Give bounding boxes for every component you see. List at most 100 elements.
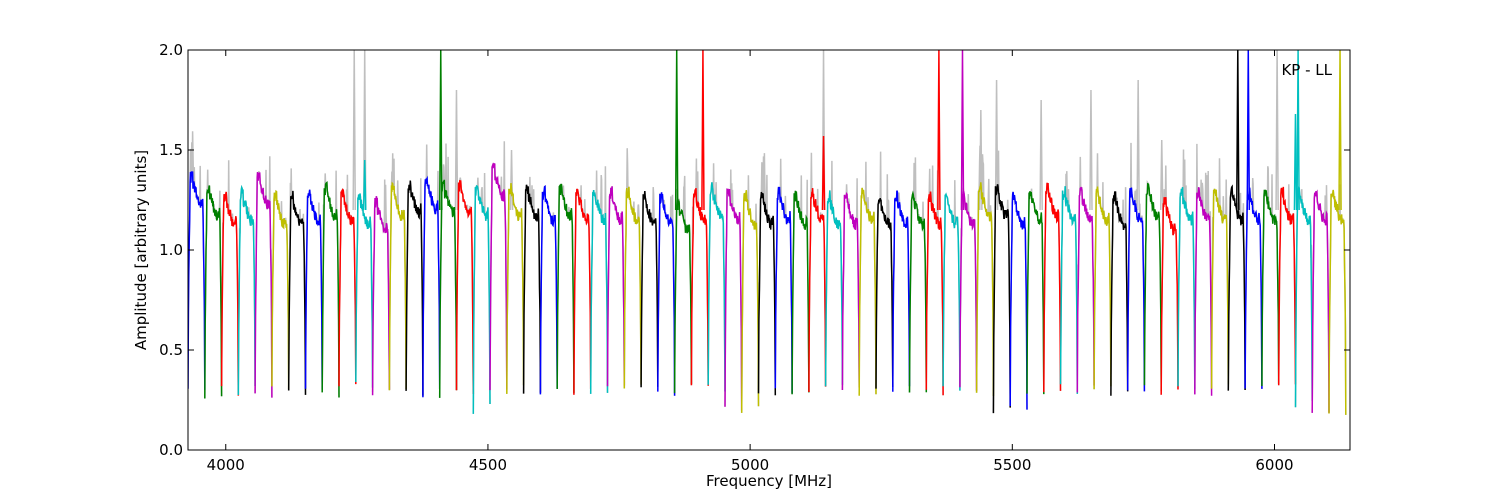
channel-line-27 <box>640 191 659 388</box>
spike-0 <box>352 50 357 211</box>
channel-line-67 <box>1311 189 1330 413</box>
channel-line-14 <box>422 175 441 398</box>
channel-line-17 <box>472 185 491 414</box>
channel-line-64 <box>1261 189 1280 387</box>
channel-line-11 <box>371 196 391 396</box>
baseline-label: KP - LL <box>1281 61 1332 79</box>
channel-line-62 <box>1227 184 1246 391</box>
channel-line-47 <box>975 182 995 397</box>
channel-line-2 <box>220 191 240 396</box>
channel-line-23 <box>573 188 592 395</box>
raw-spectrum-layer <box>188 50 1347 415</box>
spike-13 <box>994 79 999 211</box>
x-tick-label: 5000 <box>731 456 769 474</box>
spike-18 <box>1235 50 1240 211</box>
spike-11 <box>960 50 965 211</box>
spike-22 <box>1296 50 1300 211</box>
spike-12 <box>979 109 983 211</box>
channel-line-7 <box>304 189 323 390</box>
y-tick-label: 0.5 <box>159 341 183 359</box>
channel-line-57 <box>1143 182 1162 392</box>
channel-line-12 <box>388 181 407 391</box>
spike-14 <box>1039 99 1043 211</box>
channel-line-26 <box>623 186 642 389</box>
channel-line-4 <box>254 171 273 398</box>
channel-line-56 <box>1126 187 1146 392</box>
channel-line-50 <box>1026 191 1045 395</box>
spike-2 <box>362 159 367 211</box>
channel-line-20 <box>522 184 542 394</box>
channel-line-63 <box>1244 187 1263 389</box>
raw-channel-26 <box>623 148 642 389</box>
spike-23 <box>1338 50 1342 211</box>
spike-1 <box>362 50 367 211</box>
channel-line-45 <box>942 192 961 391</box>
channel-line-29 <box>673 198 693 394</box>
channel-line-40 <box>858 187 877 396</box>
channel-line-36 <box>791 190 810 395</box>
spike-21 <box>1293 113 1298 211</box>
raw-channel-30 <box>690 158 709 386</box>
channel-line-65 <box>1277 186 1297 386</box>
channel-line-32 <box>724 188 743 411</box>
channel-line-16 <box>455 180 475 395</box>
spike-9 <box>821 135 826 211</box>
channel-line-43 <box>908 190 928 393</box>
x-axis-label: Frequency [MHz] <box>706 472 832 490</box>
channel-line-18 <box>489 162 508 391</box>
spike-19 <box>1246 50 1251 211</box>
channel-line-19 <box>506 183 525 394</box>
spike-7 <box>701 50 705 211</box>
x-tick-label: 5500 <box>993 456 1031 474</box>
spike-17 <box>1159 139 1164 211</box>
channel-line-10 <box>355 193 374 388</box>
spike-5 <box>509 149 514 211</box>
channel-line-15 <box>438 179 458 398</box>
channel-line-5 <box>271 189 290 390</box>
channel-line-61 <box>1210 188 1230 389</box>
channel-line-60 <box>1194 187 1213 396</box>
channel-line-41 <box>875 197 894 389</box>
channel-line-54 <box>1093 186 1112 390</box>
channel-line-38 <box>824 190 844 387</box>
channel-line-25 <box>606 186 626 387</box>
channel-line-8 <box>321 181 340 398</box>
channel-line-3 <box>237 184 256 396</box>
x-axis-ticks: 4000 4500 5000 5500 6000 <box>207 50 1294 474</box>
x-tick-label: 4500 <box>469 456 507 474</box>
channel-line-52 <box>1059 186 1079 394</box>
channel-line-35 <box>774 186 793 394</box>
channel-line-58 <box>1160 197 1179 395</box>
channel-line-51 <box>1043 182 1062 393</box>
raw-channel-34 <box>757 153 777 396</box>
channel-line-33 <box>740 190 760 413</box>
channel-line-44 <box>925 191 944 396</box>
channel-line-59 <box>1177 187 1196 390</box>
y-axis-label: Amplitude [arbitrary units] <box>132 150 150 350</box>
channel-line-39 <box>841 192 860 391</box>
raw-channel-60 <box>1194 143 1213 395</box>
spike-15 <box>1089 89 1093 211</box>
y-tick-label: 0.0 <box>159 441 183 459</box>
channel-line-21 <box>539 185 558 395</box>
channel-line-55 <box>1110 191 1129 396</box>
channel-line-9 <box>338 187 357 387</box>
y-tick-label: 1.0 <box>159 241 183 259</box>
raw-channel-47 <box>975 145 995 397</box>
channel-line-68 <box>1328 189 1347 415</box>
y-tick-label: 1.5 <box>159 141 183 159</box>
channel-line-24 <box>589 190 609 394</box>
spike-6 <box>674 50 679 211</box>
x-tick-label: 4000 <box>207 456 245 474</box>
raw-channel-59 <box>1177 149 1196 390</box>
plot-frame <box>187 49 1351 451</box>
channel-line-34 <box>757 191 777 396</box>
y-axis-ticks: 0.0 0.5 1.0 1.5 2.0 <box>159 41 1350 459</box>
spike-10 <box>937 50 941 211</box>
raw-channel-43 <box>908 157 928 393</box>
channel-line-30 <box>690 188 709 386</box>
channel-line-31 <box>707 182 726 392</box>
channel-line-6 <box>287 190 307 395</box>
raw-channel-0 <box>188 131 206 390</box>
